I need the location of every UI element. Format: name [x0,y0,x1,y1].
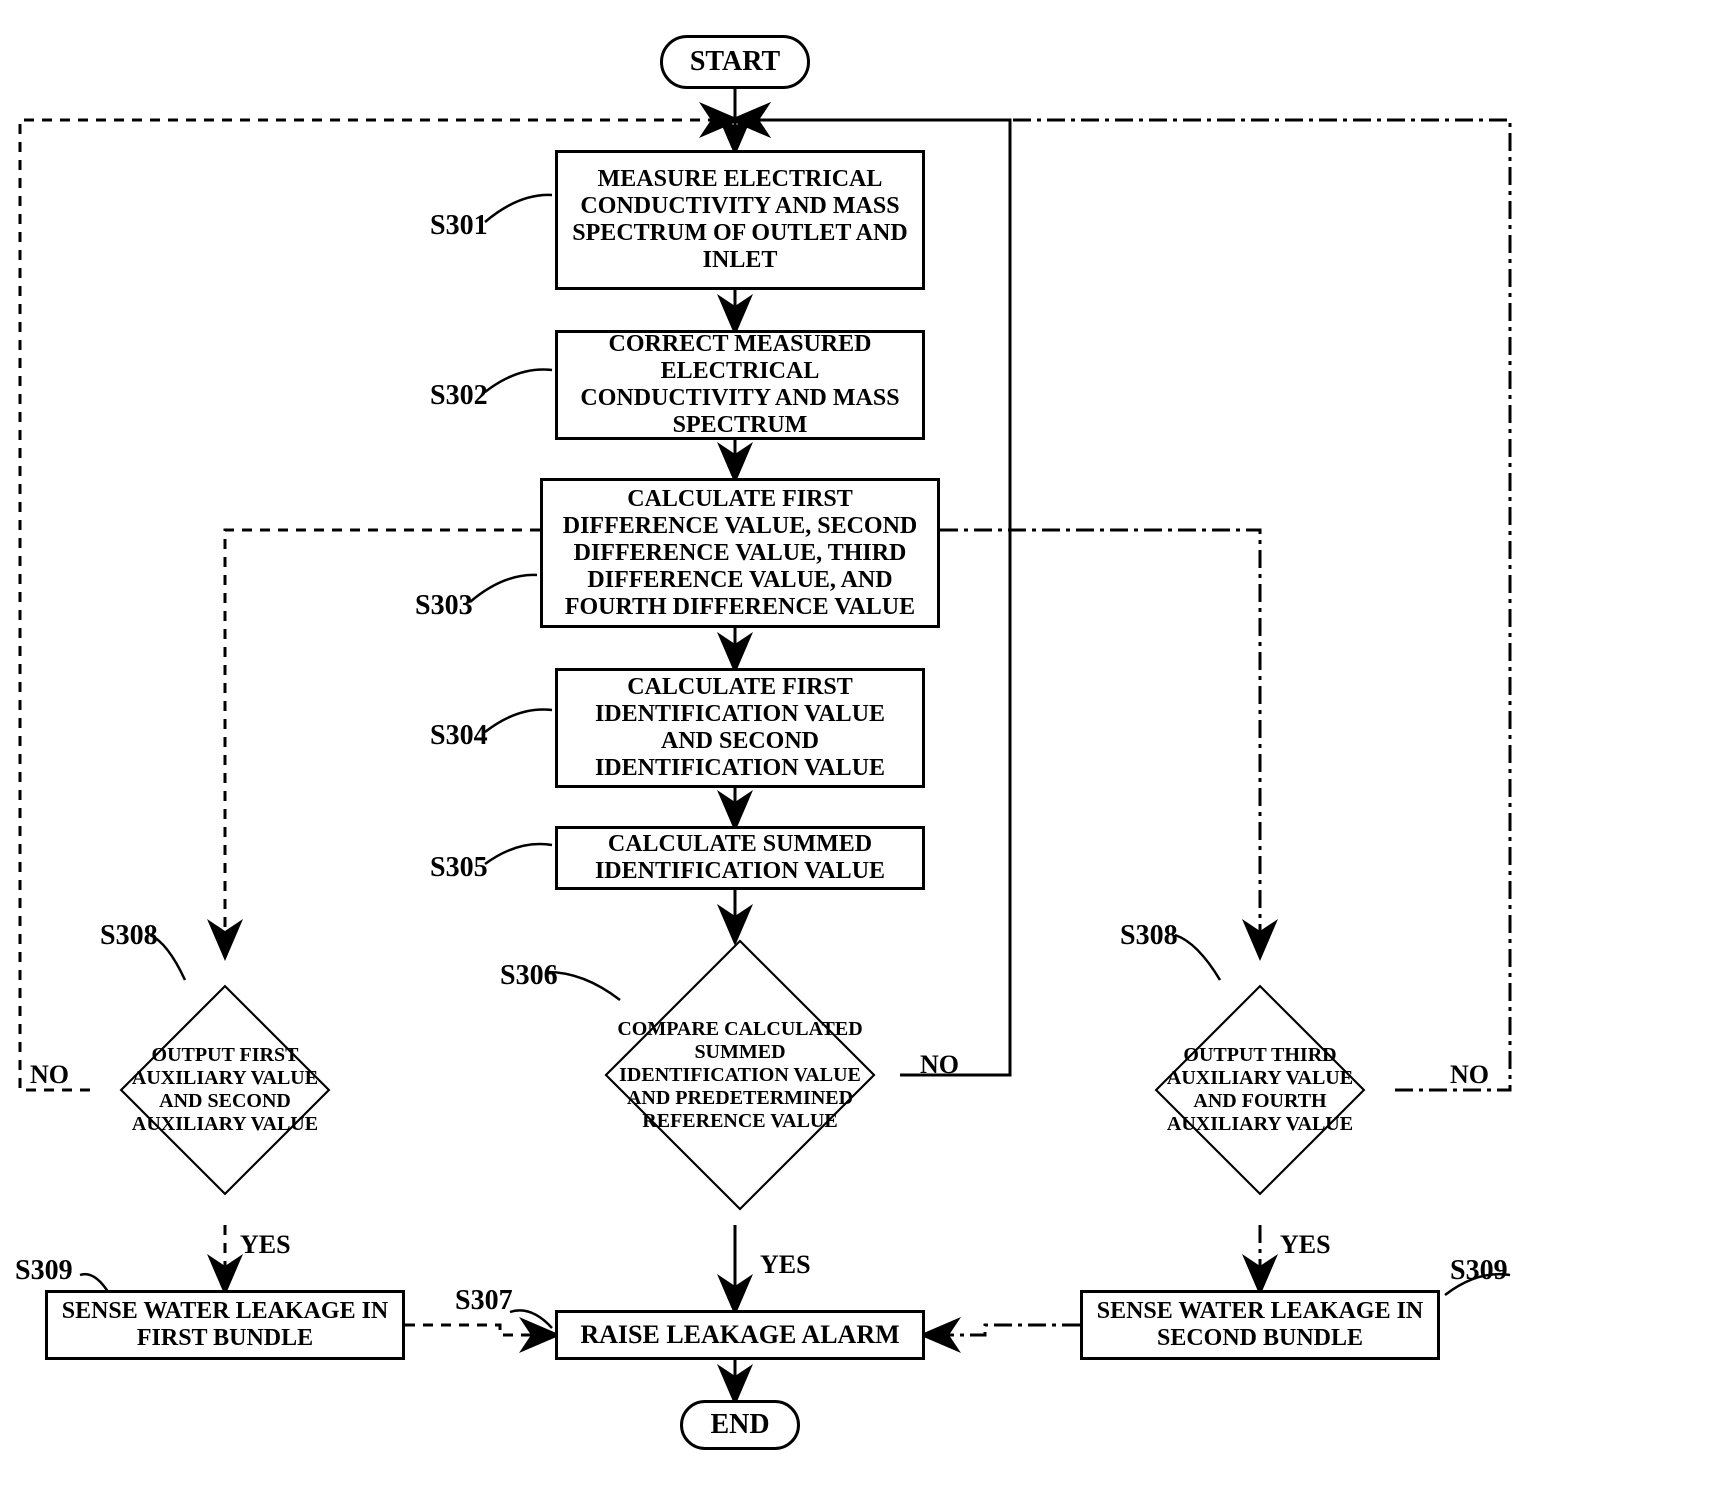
step-s304-text: CALCULATE FIRST IDENTIFICATION VALUE AND… [570,674,910,782]
decision-s308-right-label: S308 [1120,920,1178,952]
edge-s308r-yes: YES [1280,1230,1331,1260]
start-label: START [690,46,780,78]
edge-s308l-yes: YES [240,1230,291,1260]
step-s309-left-label: S309 [15,1255,73,1287]
step-s309-right: SENSE WATER LEAKAGE IN SECOND BUNDLE [1080,1290,1440,1360]
step-s303-text: CALCULATE FIRST DIFFERENCE VALUE, SECOND… [555,486,925,621]
step-s301-text: MEASURE ELECTRICAL CONDUCTIVITY AND MASS… [570,166,910,274]
step-s303-label: S303 [415,590,473,622]
step-s301-label: S301 [430,210,488,242]
step-s307: RAISE LEAKAGE ALARM [555,1310,925,1360]
edge-s308l-no: NO [30,1060,69,1090]
step-s302: CORRECT MEASURED ELECTRICAL CONDUCTIVITY… [555,330,925,440]
decision-s308-left: OUTPUT FIRST AUXILIARY VALUE AND SECOND … [120,985,330,1195]
step-s309-left: SENSE WATER LEAKAGE IN FIRST BUNDLE [45,1290,405,1360]
decision-s308-left-text: OUTPUT FIRST AUXILIARY VALUE AND SECOND … [125,1044,325,1136]
step-s307-label: S307 [455,1285,513,1317]
step-s304: CALCULATE FIRST IDENTIFICATION VALUE AND… [555,668,925,788]
step-s302-label: S302 [430,380,488,412]
end-label: END [710,1409,769,1441]
step-s305: CALCULATE SUMMED IDENTIFICATION VALUE [555,826,925,890]
step-s307-text: RAISE LEAKAGE ALARM [580,1320,899,1350]
step-s303: CALCULATE FIRST DIFFERENCE VALUE, SECOND… [540,478,940,628]
end-terminator: END [680,1400,800,1450]
start-terminator: START [660,35,810,89]
decision-s308-left-label: S308 [100,920,158,952]
step-s309-right-label: S309 [1450,1255,1508,1287]
step-s305-label: S305 [430,852,488,884]
step-s309-left-text: SENSE WATER LEAKAGE IN FIRST BUNDLE [60,1298,390,1352]
decision-s308-right: OUTPUT THIRD AUXILIARY VALUE AND FOURTH … [1155,985,1365,1195]
decision-s308-right-text: OUTPUT THIRD AUXILIARY VALUE AND FOURTH … [1160,1044,1360,1136]
step-s301: MEASURE ELECTRICAL CONDUCTIVITY AND MASS… [555,150,925,290]
decision-s306: COMPARE CALCULATED SUMMED IDENTIFICATION… [605,940,875,1210]
step-s302-text: CORRECT MEASURED ELECTRICAL CONDUCTIVITY… [570,331,910,439]
edge-s306-yes: YES [760,1250,811,1280]
edge-s308r-no: NO [1450,1060,1489,1090]
step-s304-label: S304 [430,720,488,752]
decision-s306-label: S306 [500,960,558,992]
step-s309-right-text: SENSE WATER LEAKAGE IN SECOND BUNDLE [1095,1298,1425,1352]
decision-s306-text: COMPARE CALCULATED SUMMED IDENTIFICATION… [615,1018,865,1133]
step-s305-text: CALCULATE SUMMED IDENTIFICATION VALUE [570,831,910,885]
